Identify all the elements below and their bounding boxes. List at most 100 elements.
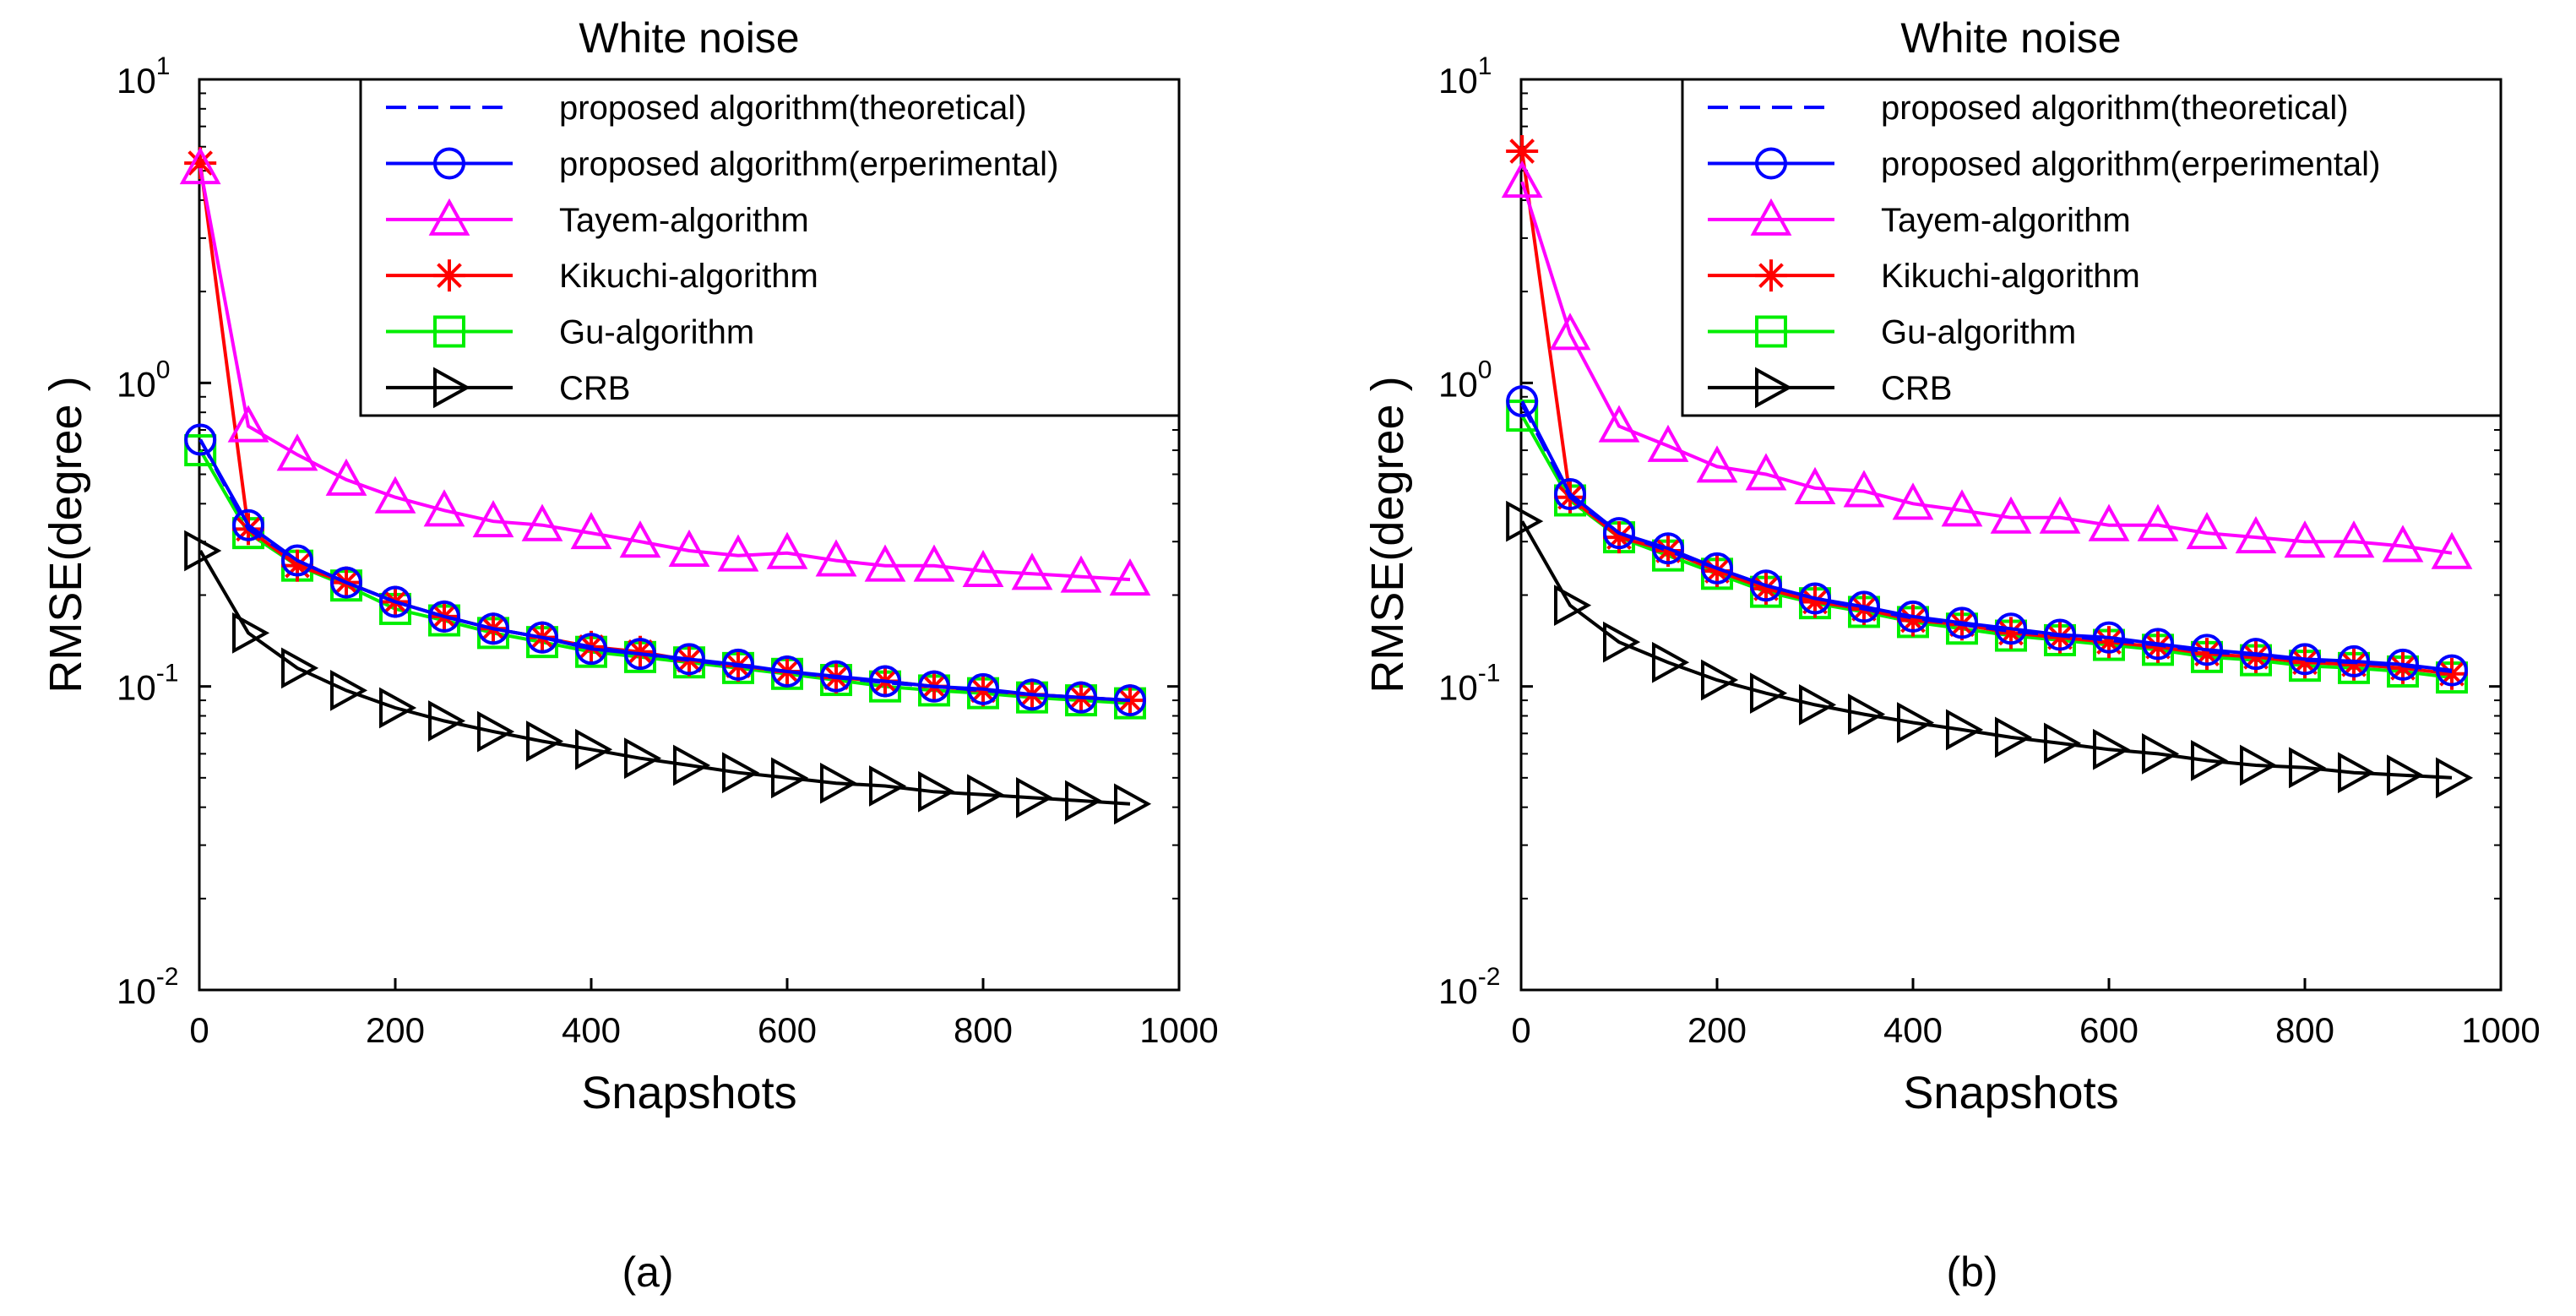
data-point xyxy=(820,762,858,804)
data-point xyxy=(2191,739,2229,781)
legend-box xyxy=(1681,78,2503,417)
x-tick-label: 400 xyxy=(1883,1010,1943,1050)
data-point xyxy=(624,638,656,671)
data-point xyxy=(1701,659,1739,701)
legend-entry: Gu-algorithm xyxy=(559,314,754,351)
data-point xyxy=(2338,752,2376,794)
data-point xyxy=(1016,678,1048,711)
legend-entry: Kikuchi-algorithm xyxy=(559,258,818,295)
data-point xyxy=(1652,641,1690,683)
data-point xyxy=(227,405,269,443)
y-tick-label: 100 xyxy=(117,356,170,404)
data-point xyxy=(913,544,955,582)
data-point xyxy=(1946,606,1978,639)
data-point xyxy=(1750,672,1788,715)
data-point xyxy=(2240,744,2278,786)
data-point xyxy=(2186,512,2228,550)
data-point xyxy=(1897,702,1935,743)
legend-marker xyxy=(1755,147,1787,180)
data-point xyxy=(2142,732,2180,775)
x-axis-label: Snapshots xyxy=(1903,1068,2118,1118)
data-point xyxy=(379,687,417,729)
x-tick-label: 400 xyxy=(562,1010,621,1050)
data-point xyxy=(1065,780,1103,822)
data-point xyxy=(423,489,465,527)
legend-marker xyxy=(428,198,470,236)
data-point xyxy=(1794,466,1836,504)
data-point xyxy=(918,770,956,813)
legend-marker xyxy=(433,367,471,409)
data-point xyxy=(1114,684,1146,717)
x-axis-label: Snapshots xyxy=(581,1068,796,1118)
series-2 xyxy=(1501,160,2473,569)
data-point xyxy=(624,737,662,780)
series-line xyxy=(1520,400,2453,672)
legend-marker xyxy=(433,315,465,348)
data-point xyxy=(575,728,613,770)
data-point xyxy=(1016,776,1054,818)
data-point xyxy=(526,721,564,762)
data-point xyxy=(1799,684,1837,726)
x-tick-label: 200 xyxy=(366,1010,425,1050)
series-1 xyxy=(184,423,1146,717)
data-point xyxy=(2044,618,2076,651)
data-point xyxy=(1647,424,1689,462)
series-2 xyxy=(179,146,1151,596)
data-point xyxy=(2289,747,2327,789)
data-point xyxy=(722,752,760,794)
series-line xyxy=(198,438,1131,703)
data-point xyxy=(1652,534,1684,567)
data-point xyxy=(330,670,368,711)
data-point xyxy=(1598,405,1640,443)
data-point xyxy=(330,566,362,599)
data-point xyxy=(184,530,222,572)
data-point xyxy=(1750,569,1782,602)
data-point xyxy=(1745,453,1787,491)
data-point xyxy=(1941,489,1983,527)
chart-panel-b: White noise 0 200 400 600 800 1000 101 100 10-1 10… xyxy=(1362,14,2541,1118)
data-point xyxy=(1848,693,1886,735)
y-tick-label: 10-2 xyxy=(117,963,178,1011)
data-point xyxy=(1109,557,1151,596)
x-tick-label: 800 xyxy=(954,1010,1013,1050)
data-point xyxy=(570,512,612,550)
y-tick-label: 10-1 xyxy=(117,660,178,708)
y-tick-label: 10-2 xyxy=(1438,963,1500,1011)
data-point xyxy=(1892,482,1934,520)
y-tick-label: 101 xyxy=(1438,52,1492,101)
data-point xyxy=(184,434,217,467)
legend-box xyxy=(359,78,1181,417)
data-point xyxy=(1501,160,1543,198)
data-point xyxy=(1011,552,1053,590)
series-line xyxy=(1520,403,2453,673)
legend-entry: CRB xyxy=(1881,370,1952,407)
data-point xyxy=(722,648,754,681)
data-point xyxy=(717,534,759,572)
data-point xyxy=(1114,783,1152,825)
data-point xyxy=(668,529,710,567)
chart-title: White noise xyxy=(1900,14,2121,62)
legend-marker xyxy=(433,147,465,180)
y-tick-label: 101 xyxy=(117,52,170,101)
data-point xyxy=(1506,400,1539,432)
x-tick-label: 1000 xyxy=(1139,1010,1218,1050)
data-point xyxy=(281,647,319,689)
chart-panel-a: White noise 0 200 400 600 800 1000 101 100 10-1 10… xyxy=(41,14,1219,1118)
data-point xyxy=(521,503,563,541)
y-tick-label: 10-1 xyxy=(1438,660,1500,708)
data-point xyxy=(1799,582,1831,615)
data-point xyxy=(1060,555,1102,593)
data-point xyxy=(232,612,270,654)
y-tick-label: 100 xyxy=(1438,356,1492,404)
legend-entry: proposed algorithm(theoretical) xyxy=(1881,90,2349,127)
x-tick-label: 0 xyxy=(1511,1010,1530,1050)
data-point xyxy=(2382,525,2424,563)
data-point xyxy=(967,774,1005,816)
data-point xyxy=(2088,503,2130,541)
data-point xyxy=(179,146,221,185)
data-point xyxy=(1506,385,1539,418)
legend-marker xyxy=(1755,315,1787,348)
x-tick-label: 200 xyxy=(1687,1010,1747,1050)
data-point xyxy=(2137,503,2179,541)
data-point xyxy=(2093,728,2131,770)
